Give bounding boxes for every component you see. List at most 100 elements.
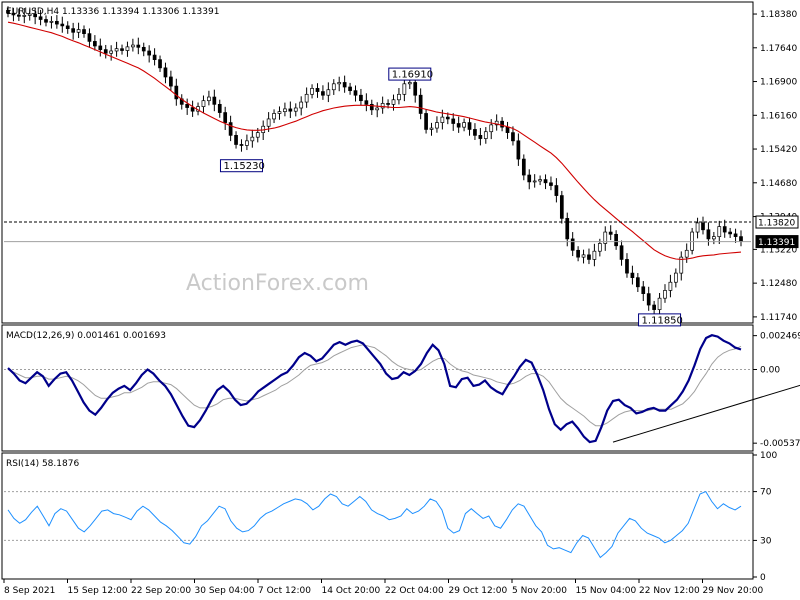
candle-body <box>364 100 369 105</box>
candle-body <box>619 245 624 260</box>
candle-body <box>375 107 380 111</box>
price-tick-label: 1.13220 <box>760 245 797 255</box>
candle-body <box>239 144 244 146</box>
candle-body <box>527 174 532 183</box>
resistance-level-label: 1.13820 <box>758 219 795 229</box>
candle-body <box>217 103 222 113</box>
x-tick-label: 29 Nov 20:00 <box>703 586 764 596</box>
candle-body <box>17 14 21 17</box>
candle-body <box>733 233 738 237</box>
price-tick-label: 1.17640 <box>760 44 797 54</box>
candle-body <box>272 113 276 120</box>
price-annotation-label: 1.11850 <box>642 315 683 326</box>
rsi-panel-frame <box>1 452 754 580</box>
candle-body <box>516 140 521 160</box>
candle-body <box>641 286 646 294</box>
price-annotation-label: 1.15230 <box>223 161 264 172</box>
price-axis: 1.18380 1.17640 1.16900 1.16160 1.15420 1.146… <box>753 10 799 323</box>
macd-panel-frame <box>1 324 754 452</box>
candle-body <box>131 44 135 48</box>
x-tick-label: 29 Oct 12:00 <box>449 586 508 596</box>
rsi-tick-label: 100 <box>760 451 777 461</box>
candle-body <box>44 19 48 23</box>
candle-body <box>38 16 43 20</box>
candle-body <box>663 290 667 299</box>
candle-body <box>190 107 195 112</box>
candle-body <box>60 23 65 27</box>
candle-body <box>467 122 472 130</box>
price-levels <box>4 221 751 243</box>
candle-body <box>87 33 92 42</box>
candle-body <box>635 277 640 288</box>
candle-body <box>538 179 542 182</box>
candle-body <box>445 116 450 120</box>
candle-body <box>6 10 10 14</box>
candle-body <box>717 226 722 237</box>
rsi-tick-label: 30 <box>760 536 772 546</box>
macd-main-line <box>7 334 742 444</box>
macd-trendline <box>612 384 800 443</box>
candle-body <box>33 13 37 18</box>
macd-lines <box>4 334 800 444</box>
candle-body <box>440 116 445 123</box>
candle-body <box>505 126 510 133</box>
candle-body <box>326 89 331 96</box>
current-price-label: 1.13391 <box>758 238 795 248</box>
x-tick-label: 5 Nov 20:00 <box>512 586 567 596</box>
candle-body <box>380 103 385 109</box>
candle-body <box>402 83 407 95</box>
macd-signal-line <box>7 344 742 427</box>
candle-body <box>684 249 689 258</box>
candle-body <box>337 82 342 85</box>
x-tick-label: 30 Sep 04:00 <box>195 586 255 596</box>
candle-body <box>359 94 363 102</box>
candle-body <box>283 108 287 112</box>
candle-body <box>65 25 70 29</box>
candle-body <box>587 254 591 260</box>
rsi-axis: 100 70 30 0 <box>753 451 777 583</box>
candle-body <box>201 100 206 107</box>
price-annotation-box <box>638 313 682 327</box>
price-tick-label: 1.11740 <box>760 313 797 323</box>
candle-body <box>234 135 238 145</box>
candle-body <box>136 44 141 48</box>
candle-body <box>565 218 570 240</box>
candle-body <box>657 297 662 310</box>
candle-body <box>592 250 597 260</box>
candle-body <box>277 111 282 114</box>
candle-body <box>646 293 651 306</box>
candle-body <box>451 118 456 124</box>
price-tick-label: 1.12480 <box>760 279 797 289</box>
candle-body <box>625 259 629 274</box>
candle-body <box>158 59 162 69</box>
candle-body <box>120 48 124 51</box>
candle-body <box>49 20 54 23</box>
candle-body <box>473 129 477 136</box>
x-tick-label: 8 Sep 2021 <box>4 586 55 596</box>
candle-body <box>494 120 499 126</box>
candle-body <box>489 124 494 133</box>
candle-body <box>163 67 168 78</box>
candle-body <box>109 50 114 54</box>
moving-average <box>7 21 742 260</box>
candle-body <box>435 122 439 129</box>
candle-body <box>255 132 260 138</box>
candle-body <box>701 222 705 231</box>
macd-tick-label: -0.005375 <box>760 439 800 449</box>
price-candles <box>6 6 743 316</box>
x-tick-label: 22 Sep 20:00 <box>131 586 191 596</box>
candle-body <box>407 82 412 85</box>
rsi-label: RSI(14) 58.1876 <box>6 459 79 469</box>
candle-body <box>98 45 103 50</box>
candle-body <box>76 29 81 33</box>
candle-body <box>212 96 217 105</box>
candle-body <box>462 122 466 128</box>
candle-body <box>722 226 727 233</box>
candle-body <box>543 179 548 184</box>
price-tick-label: 1.16160 <box>760 111 797 121</box>
price-annotations: 1.15230 1.16910 1.11850 <box>219 67 683 327</box>
candle-body <box>152 54 157 60</box>
candle-body <box>418 94 423 114</box>
candle-body <box>315 88 320 92</box>
